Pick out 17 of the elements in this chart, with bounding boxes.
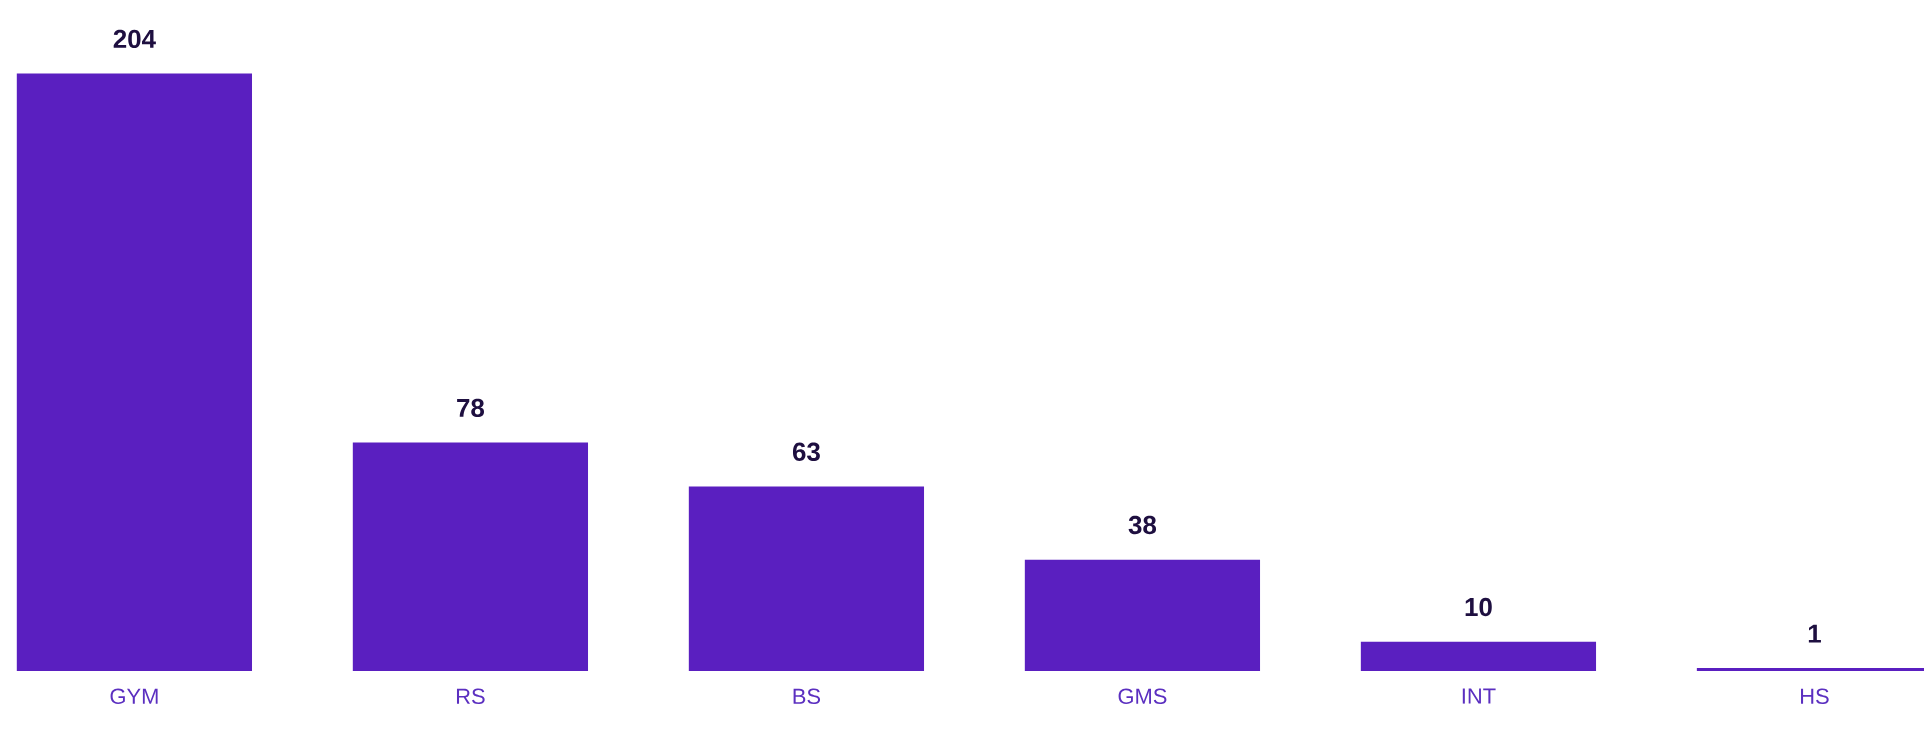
data-label: 204 <box>113 29 156 49</box>
data-label: 63 <box>792 442 820 461</box>
bar <box>1024 559 1261 671</box>
x-tick-label: INT <box>1462 688 1496 704</box>
bar <box>16 73 253 671</box>
x-tick-label: GMS <box>1118 688 1167 705</box>
bar <box>352 442 589 671</box>
bar <box>1360 641 1597 671</box>
data-label: 1 <box>1808 624 1821 643</box>
bar <box>688 486 925 671</box>
x-tick-label: HS <box>1801 688 1829 705</box>
data-label: 78 <box>457 398 485 418</box>
x-tick-label: RS <box>456 688 485 705</box>
data-label: 10 <box>1465 597 1492 617</box>
x-tick-label: BS <box>793 688 821 705</box>
x-tick-label: GYM <box>110 688 158 705</box>
data-label: 38 <box>1128 515 1157 535</box>
